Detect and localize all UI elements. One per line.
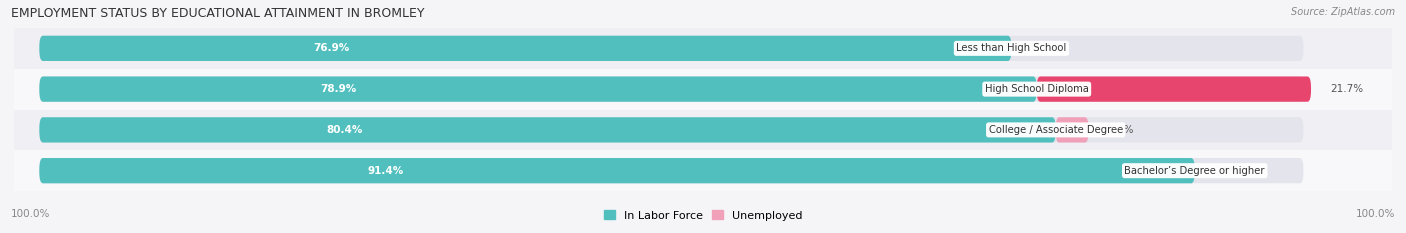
FancyBboxPatch shape (1036, 76, 1310, 102)
Text: College / Associate Degree: College / Associate Degree (988, 125, 1123, 135)
Legend: In Labor Force, Unemployed: In Labor Force, Unemployed (599, 206, 807, 225)
FancyBboxPatch shape (39, 158, 1303, 183)
Text: 0.0%: 0.0% (1031, 43, 1057, 53)
FancyBboxPatch shape (39, 158, 1195, 183)
Text: High School Diploma: High School Diploma (984, 84, 1088, 94)
FancyBboxPatch shape (39, 76, 1036, 102)
Text: Bachelor’s Degree or higher: Bachelor’s Degree or higher (1125, 166, 1265, 176)
FancyBboxPatch shape (39, 76, 1303, 102)
Text: 0.0%: 0.0% (1213, 166, 1240, 176)
FancyBboxPatch shape (39, 117, 1056, 143)
Text: 80.4%: 80.4% (326, 125, 363, 135)
Text: 100.0%: 100.0% (1355, 209, 1395, 219)
Text: 2.6%: 2.6% (1108, 125, 1135, 135)
FancyBboxPatch shape (39, 36, 1011, 61)
Text: 78.9%: 78.9% (321, 84, 357, 94)
Text: Less than High School: Less than High School (956, 43, 1067, 53)
Text: 100.0%: 100.0% (11, 209, 51, 219)
Text: 91.4%: 91.4% (368, 166, 404, 176)
FancyBboxPatch shape (1056, 117, 1088, 143)
Bar (14, 69, 1392, 110)
Bar (14, 150, 1392, 191)
Text: Source: ZipAtlas.com: Source: ZipAtlas.com (1291, 7, 1395, 17)
FancyBboxPatch shape (39, 36, 1303, 61)
Text: 76.9%: 76.9% (314, 43, 349, 53)
FancyBboxPatch shape (39, 117, 1303, 143)
Text: 21.7%: 21.7% (1330, 84, 1364, 94)
Text: EMPLOYMENT STATUS BY EDUCATIONAL ATTAINMENT IN BROMLEY: EMPLOYMENT STATUS BY EDUCATIONAL ATTAINM… (11, 7, 425, 20)
Bar (14, 28, 1392, 69)
Bar (14, 110, 1392, 150)
